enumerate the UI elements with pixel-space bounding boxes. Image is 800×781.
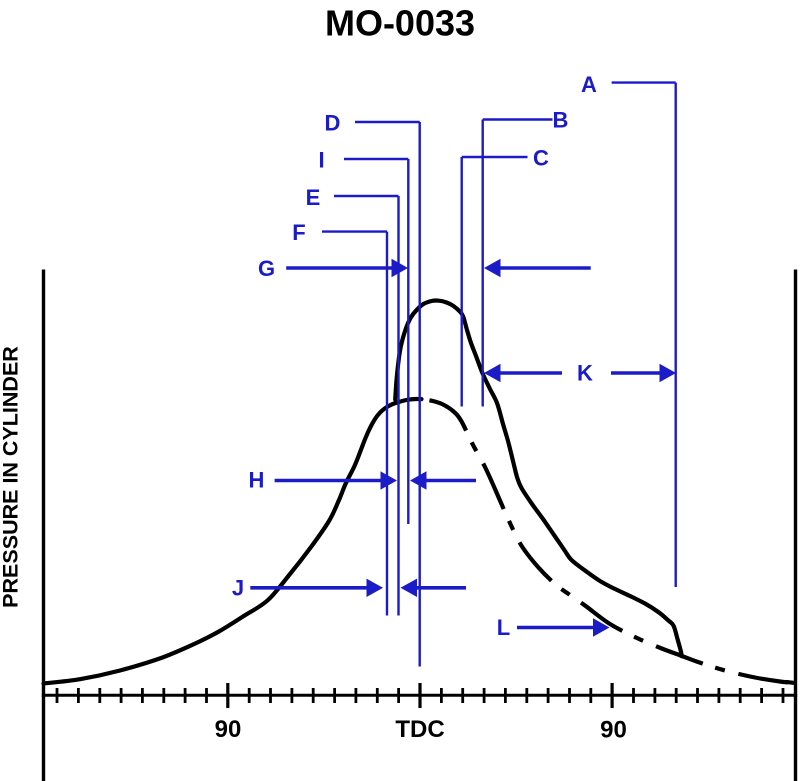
svg-text:C: C — [533, 146, 549, 171]
svg-text:I: I — [318, 148, 324, 173]
svg-text:E: E — [306, 185, 321, 210]
svg-text:90: 90 — [215, 716, 242, 743]
svg-text:L: L — [497, 615, 510, 640]
svg-text:TDC: TDC — [395, 716, 444, 743]
svg-text:D: D — [325, 111, 341, 136]
svg-text:G: G — [258, 256, 275, 281]
svg-text:90: 90 — [600, 717, 627, 744]
svg-text:K: K — [577, 361, 593, 386]
svg-text:H: H — [249, 468, 265, 493]
svg-text:B: B — [553, 108, 569, 133]
svg-text:A: A — [581, 72, 597, 97]
svg-text:J: J — [232, 576, 244, 601]
svg-text:PRESSURE IN CYLINDER: PRESSURE IN CYLINDER — [0, 346, 23, 608]
svg-text:MO-0033: MO-0033 — [325, 3, 475, 44]
svg-text:F: F — [292, 220, 305, 245]
